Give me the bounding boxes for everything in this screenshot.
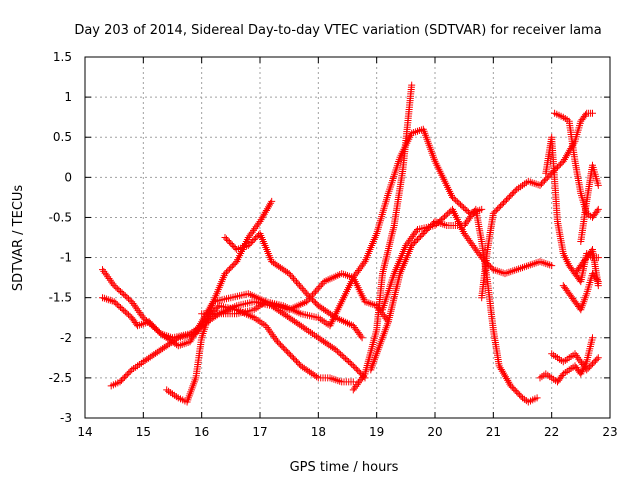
series-markers xyxy=(478,109,596,302)
series-markers xyxy=(577,161,602,245)
y-tick-label: -1 xyxy=(60,251,72,265)
y-tick-label: 0.5 xyxy=(53,130,72,144)
plot-frame xyxy=(84,56,611,419)
y-tick-label: -0.5 xyxy=(49,210,72,224)
x-tick-label: 18 xyxy=(311,425,326,439)
x-tick-label: 17 xyxy=(252,425,267,439)
series-markers xyxy=(551,109,602,221)
ticks xyxy=(84,56,611,419)
y-tick-label: 1 xyxy=(64,90,72,104)
y-tick-label: -2 xyxy=(60,331,72,345)
series-markers xyxy=(107,302,357,390)
x-tick-label: 20 xyxy=(427,425,442,439)
y-tick-label: 0 xyxy=(64,170,72,184)
series-track-6 xyxy=(198,125,486,330)
x-axis-label: GPS time / hours xyxy=(290,460,399,475)
series-track-16 xyxy=(548,350,602,374)
series-track-15 xyxy=(571,250,602,286)
series-markers xyxy=(99,270,392,350)
y-tick-label: -1.5 xyxy=(49,291,72,305)
series-markers xyxy=(571,250,602,286)
series-markers xyxy=(559,270,602,314)
x-tick-label: 14 xyxy=(77,425,92,439)
series-markers xyxy=(198,125,486,330)
data-points xyxy=(99,81,602,406)
series-track-9 xyxy=(379,205,556,314)
x-tick-label: 16 xyxy=(194,425,209,439)
y-tick-label: -2.5 xyxy=(49,371,72,385)
y-tick-label: -3 xyxy=(60,411,72,425)
series-track-3 xyxy=(107,302,357,390)
y-axis-label: SDTVAR / TECUs xyxy=(11,185,26,292)
series-markers xyxy=(349,81,416,394)
series-markers xyxy=(548,350,602,374)
series-markers xyxy=(379,205,556,314)
series-track-10 xyxy=(478,109,596,302)
x-tick-label: 15 xyxy=(136,425,151,439)
series-markers xyxy=(221,230,366,342)
x-tick-label: 23 xyxy=(602,425,617,439)
x-tick-label: 19 xyxy=(369,425,384,439)
x-tick-label: 21 xyxy=(486,425,501,439)
chart-title: Day 203 of 2014, Sidereal Day-to-day VTE… xyxy=(74,23,601,38)
series-track-5 xyxy=(221,230,366,342)
series-track-14 xyxy=(559,270,602,314)
x-tick-label: 22 xyxy=(544,425,559,439)
tick-labels: 14 15 16 17 18 19 20 21 22 23 -3 -2.5 -2 -1.5 -1 -0.5 0 0… xyxy=(49,50,618,439)
y-tick-label: 1.5 xyxy=(53,50,72,64)
series-track-2 xyxy=(99,270,392,350)
series-track-17 xyxy=(577,161,602,245)
series-track-13 xyxy=(551,109,602,221)
series-track-7 xyxy=(349,81,416,394)
